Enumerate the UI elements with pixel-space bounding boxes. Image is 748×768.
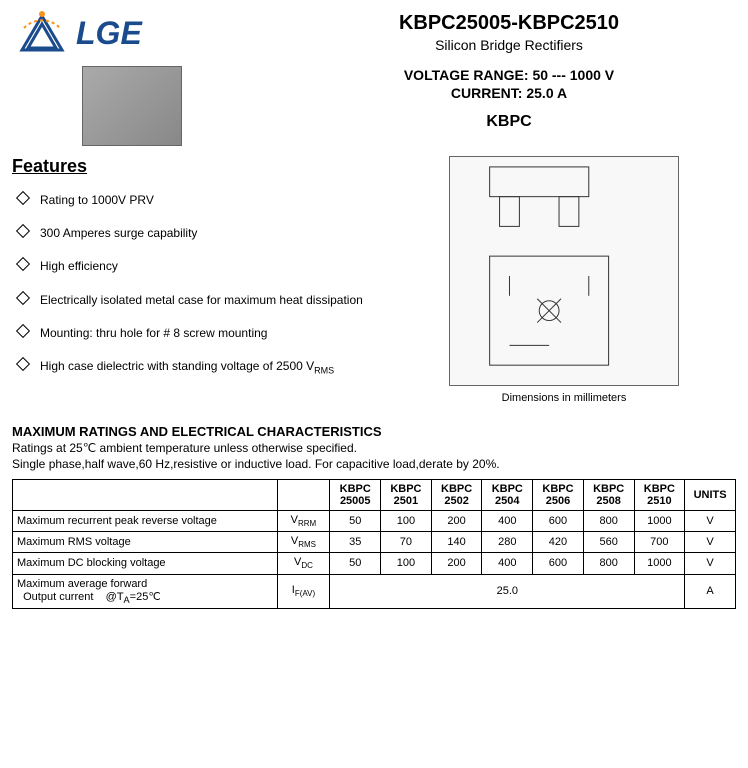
param-cell: Maximum recurrent peak reverse voltage bbox=[13, 511, 278, 532]
rms-subscript: RMS bbox=[314, 365, 334, 375]
feature-item: 300 Amperes surge capability bbox=[12, 224, 382, 243]
value-cell: 100 bbox=[381, 511, 432, 532]
content-row: Features Rating to 1000V PRV 300 Amperes … bbox=[0, 146, 748, 404]
header-row: LGE KBPC25005-KBPC2510 Silicon Bridge Re… bbox=[0, 0, 748, 146]
feature-text: Mounting: thru hole for # 8 screw mounti… bbox=[40, 324, 267, 343]
symbol-cell: VRRM bbox=[277, 511, 330, 532]
diagram-column: Dimensions in millimeters bbox=[382, 146, 736, 404]
voltage-spec: VOLTAGE RANGE: 50 --- 1000 V bbox=[282, 67, 736, 83]
symbol-cell: VRMS bbox=[277, 532, 330, 553]
table-row: Maximum RMS voltageVRMS35701402804205607… bbox=[13, 532, 736, 553]
voltage-label: VOLTAGE RANGE: bbox=[404, 67, 529, 83]
dimension-diagram bbox=[449, 156, 679, 386]
ratings-note-1: Ratings at 25℃ ambient temperature unles… bbox=[12, 441, 736, 455]
feature-text: Electrically isolated metal case for max… bbox=[40, 291, 363, 310]
param-cell: Maximum RMS voltage bbox=[13, 532, 278, 553]
feature-item: High efficiency bbox=[12, 257, 382, 276]
feature-item: Rating to 1000V PRV bbox=[12, 191, 382, 210]
param-header bbox=[13, 480, 278, 511]
bullet-diamond-icon bbox=[16, 191, 30, 205]
value-cell: 800 bbox=[583, 553, 634, 574]
value-cell: 1000 bbox=[634, 511, 685, 532]
unit-cell: A bbox=[685, 574, 736, 608]
value-cell: 35 bbox=[330, 532, 381, 553]
current-label: CURRENT: bbox=[451, 85, 523, 101]
current-value: 25.0 A bbox=[526, 85, 567, 101]
voltage-value: 50 --- 1000 V bbox=[532, 67, 614, 83]
value-cell: 600 bbox=[533, 553, 584, 574]
bullet-diamond-icon bbox=[16, 257, 30, 271]
symbol-cell: VDC bbox=[277, 553, 330, 574]
value-cell: 50 bbox=[330, 553, 381, 574]
unit-cell: V bbox=[685, 553, 736, 574]
value-cell: 1000 bbox=[634, 553, 685, 574]
table-row: Maximum DC blocking voltageVDC5010020040… bbox=[13, 553, 736, 574]
bullet-diamond-icon bbox=[16, 357, 30, 371]
table-header: UNITS bbox=[685, 480, 736, 511]
table-header: KBPC2502 bbox=[431, 480, 482, 511]
table-header: KBPC2510 bbox=[634, 480, 685, 511]
value-cell: 25.0 bbox=[330, 574, 685, 608]
bullet-diamond-icon bbox=[16, 224, 30, 238]
value-cell: 280 bbox=[482, 532, 533, 553]
feature-text: High case dielectric with standing volta… bbox=[40, 357, 334, 378]
features-column: Features Rating to 1000V PRV 300 Amperes … bbox=[12, 146, 382, 404]
product-photo bbox=[82, 66, 182, 146]
logo-icon bbox=[12, 8, 72, 58]
company-logo: LGE bbox=[12, 8, 282, 58]
bullet-diamond-icon bbox=[16, 324, 30, 338]
table-header: KBPC2504 bbox=[482, 480, 533, 511]
table-row: Maximum average forward Output current @… bbox=[13, 574, 736, 608]
table-row: Maximum recurrent peak reverse voltageVR… bbox=[13, 511, 736, 532]
feature-text: Rating to 1000V PRV bbox=[40, 191, 154, 210]
value-cell: 200 bbox=[431, 511, 482, 532]
product-description: Silicon Bridge Rectifiers bbox=[282, 37, 736, 53]
table-header: KBPC2501 bbox=[381, 480, 432, 511]
feature-item: Mounting: thru hole for # 8 screw mounti… bbox=[12, 324, 382, 343]
value-cell: 100 bbox=[381, 553, 432, 574]
title-area: KBPC25005-KBPC2510 Silicon Bridge Rectif… bbox=[282, 8, 736, 146]
value-cell: 400 bbox=[482, 511, 533, 532]
value-cell: 70 bbox=[381, 532, 432, 553]
package-label: KBPC bbox=[282, 113, 736, 131]
value-cell: 800 bbox=[583, 511, 634, 532]
table-header: KBPC2506 bbox=[533, 480, 584, 511]
symbol-header bbox=[277, 480, 330, 511]
features-heading: Features bbox=[12, 156, 382, 177]
param-cell: Maximum DC blocking voltage bbox=[13, 553, 278, 574]
value-cell: 400 bbox=[482, 553, 533, 574]
part-number-title: KBPC25005-KBPC2510 bbox=[282, 12, 736, 35]
logo-area: LGE bbox=[12, 8, 282, 146]
bullet-diamond-icon bbox=[16, 290, 30, 304]
value-cell: 420 bbox=[533, 532, 584, 553]
unit-cell: V bbox=[685, 511, 736, 532]
table-header-row: KBPC25005KBPC2501KBPC2502KBPC2504KBPC250… bbox=[13, 480, 736, 511]
param-cell: Maximum average forward Output current @… bbox=[13, 574, 278, 608]
value-cell: 600 bbox=[533, 511, 584, 532]
value-cell: 560 bbox=[583, 532, 634, 553]
feature-list: Rating to 1000V PRV 300 Amperes surge cap… bbox=[12, 191, 382, 378]
unit-cell: V bbox=[685, 532, 736, 553]
feature-item: Electrically isolated metal case for max… bbox=[12, 291, 382, 310]
ratings-table: KBPC25005KBPC2501KBPC2502KBPC2504KBPC250… bbox=[12, 479, 736, 609]
table-body: Maximum recurrent peak reverse voltageVR… bbox=[13, 511, 736, 609]
symbol-cell: IF(AV) bbox=[277, 574, 330, 608]
current-spec: CURRENT: 25.0 A bbox=[282, 85, 736, 101]
table-header: KBPC2508 bbox=[583, 480, 634, 511]
feature-text: 300 Amperes surge capability bbox=[40, 224, 197, 243]
value-cell: 140 bbox=[431, 532, 482, 553]
diagram-caption: Dimensions in millimeters bbox=[392, 392, 736, 404]
value-cell: 50 bbox=[330, 511, 381, 532]
table-header: KBPC25005 bbox=[330, 480, 381, 511]
feature-text: High efficiency bbox=[40, 257, 118, 276]
value-cell: 200 bbox=[431, 553, 482, 574]
ratings-section: MAXIMUM RATINGS AND ELECTRICAL CHARACTER… bbox=[0, 404, 748, 609]
value-cell: 700 bbox=[634, 532, 685, 553]
ratings-note-2: Single phase,half wave,60 Hz,resistive o… bbox=[12, 457, 736, 471]
ratings-title: MAXIMUM RATINGS AND ELECTRICAL CHARACTER… bbox=[12, 424, 736, 439]
logo-text: LGE bbox=[76, 15, 142, 52]
feature-item: High case dielectric with standing volta… bbox=[12, 357, 382, 378]
